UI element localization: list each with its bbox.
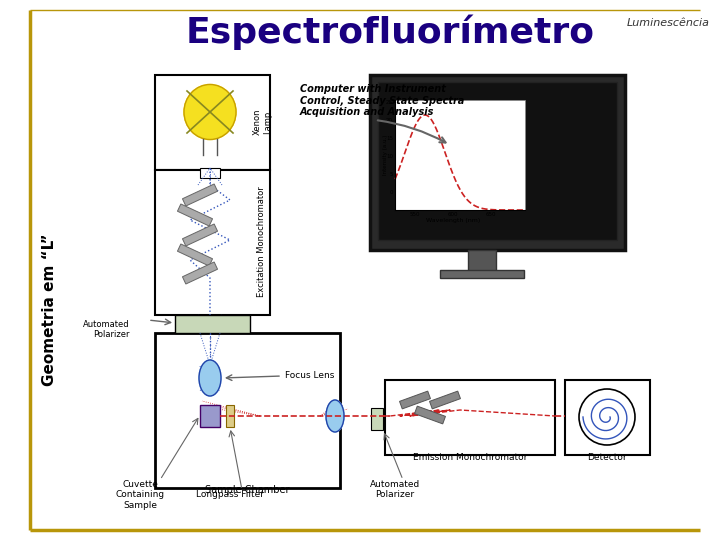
Bar xyxy=(415,406,446,424)
Text: Intensity (a.u.): Intensity (a.u.) xyxy=(384,135,389,175)
Bar xyxy=(440,270,524,278)
Text: Wavelength (nm): Wavelength (nm) xyxy=(426,218,480,223)
Text: Computer with Instrument
Control, Steady State Spectra
Acquisition and Analysis: Computer with Instrument Control, Steady… xyxy=(300,84,464,117)
Bar xyxy=(155,75,270,170)
Text: Geometria em “L”: Geometria em “L” xyxy=(42,234,58,386)
Text: Focus Lens: Focus Lens xyxy=(285,370,334,380)
Text: 0: 0 xyxy=(390,191,393,195)
Bar xyxy=(378,82,617,240)
Text: Emission Monochromator: Emission Monochromator xyxy=(413,453,527,462)
Text: 10: 10 xyxy=(386,154,393,159)
Text: Xenon
Lamp: Xenon Lamp xyxy=(252,109,271,135)
Text: 550: 550 xyxy=(410,212,420,217)
Text: Luminescência: Luminescência xyxy=(627,18,710,28)
Text: Automated
Polarizer: Automated Polarizer xyxy=(84,320,130,340)
Text: Longpass Filter: Longpass Filter xyxy=(196,490,264,499)
Bar xyxy=(177,244,212,266)
Text: 25: 25 xyxy=(386,100,393,105)
Text: 20: 20 xyxy=(386,118,393,124)
Bar xyxy=(430,391,461,409)
Ellipse shape xyxy=(199,360,221,396)
Bar xyxy=(565,380,650,455)
Bar xyxy=(182,184,217,206)
Text: Sample Chamber: Sample Chamber xyxy=(204,485,289,495)
Bar xyxy=(200,168,220,178)
Bar xyxy=(385,380,555,455)
Bar xyxy=(226,405,234,427)
Circle shape xyxy=(579,389,635,445)
Text: Excitation Monochromator: Excitation Monochromator xyxy=(258,187,266,298)
Text: Detector: Detector xyxy=(588,453,627,462)
Text: 5: 5 xyxy=(390,172,393,178)
Bar xyxy=(371,408,383,430)
Text: 15: 15 xyxy=(386,137,393,141)
Bar xyxy=(370,75,625,250)
Text: Espectrofluorímetro: Espectrofluorímetro xyxy=(186,15,595,51)
Bar xyxy=(468,250,496,272)
Bar xyxy=(155,333,340,488)
Ellipse shape xyxy=(184,84,236,139)
Text: 650: 650 xyxy=(486,212,496,217)
Text: 600: 600 xyxy=(448,212,458,217)
Bar xyxy=(182,262,217,284)
Bar xyxy=(155,170,270,315)
Bar xyxy=(200,405,220,427)
Text: Cuvette
Containing
Sample: Cuvette Containing Sample xyxy=(115,480,165,510)
Bar xyxy=(395,100,525,210)
Bar xyxy=(182,224,217,246)
Bar xyxy=(175,315,250,333)
Ellipse shape xyxy=(326,400,344,432)
Bar xyxy=(400,391,431,409)
Text: Automated
Polarizer: Automated Polarizer xyxy=(370,480,420,500)
Bar xyxy=(177,204,212,226)
